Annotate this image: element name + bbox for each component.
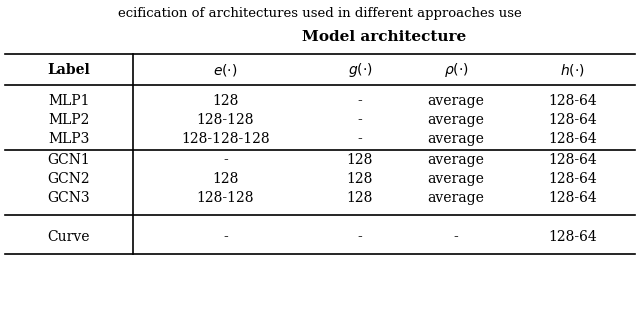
Text: MLP3: MLP3	[48, 132, 90, 146]
Text: ecification of architectures used in different approaches use: ecification of architectures used in dif…	[118, 7, 522, 21]
Text: -: -	[358, 94, 362, 108]
Text: Label: Label	[47, 63, 90, 77]
Text: average: average	[428, 132, 484, 146]
Text: 128-128: 128-128	[196, 191, 254, 205]
Text: -: -	[358, 113, 362, 127]
Text: $g(\cdot)$: $g(\cdot)$	[348, 61, 372, 79]
Text: -: -	[358, 230, 362, 244]
Text: 128-64: 128-64	[548, 191, 597, 205]
Text: MLP2: MLP2	[48, 113, 90, 127]
Text: -: -	[358, 132, 362, 146]
Text: Model architecture: Model architecture	[302, 30, 466, 44]
Text: average: average	[428, 113, 484, 127]
Text: 128-64: 128-64	[548, 94, 597, 108]
Text: average: average	[428, 172, 484, 186]
Text: 128-64: 128-64	[548, 132, 597, 146]
Text: 128-64: 128-64	[548, 113, 597, 127]
Text: $\rho(\cdot)$: $\rho(\cdot)$	[444, 61, 468, 79]
Text: 128: 128	[347, 191, 373, 205]
Text: 128-128: 128-128	[196, 113, 254, 127]
Text: $e(\cdot)$: $e(\cdot)$	[213, 62, 238, 78]
Text: 128-64: 128-64	[548, 153, 597, 167]
Text: 128: 128	[347, 153, 373, 167]
Text: -: -	[454, 230, 458, 244]
Text: -: -	[223, 230, 228, 244]
Text: GCN3: GCN3	[48, 191, 90, 205]
Text: MLP1: MLP1	[48, 94, 90, 108]
Text: -: -	[223, 153, 228, 167]
Text: GCN2: GCN2	[48, 172, 90, 186]
Text: average: average	[428, 153, 484, 167]
Text: 128-128-128: 128-128-128	[181, 132, 270, 146]
Text: 128-64: 128-64	[548, 172, 597, 186]
Text: 128-64: 128-64	[548, 230, 597, 244]
Text: Curve: Curve	[48, 230, 90, 244]
Text: 128: 128	[347, 172, 373, 186]
Text: average: average	[428, 94, 484, 108]
Text: $h(\cdot)$: $h(\cdot)$	[560, 62, 585, 78]
Text: GCN1: GCN1	[47, 153, 90, 167]
Text: 128: 128	[212, 94, 239, 108]
Text: average: average	[428, 191, 484, 205]
Text: 128: 128	[212, 172, 239, 186]
